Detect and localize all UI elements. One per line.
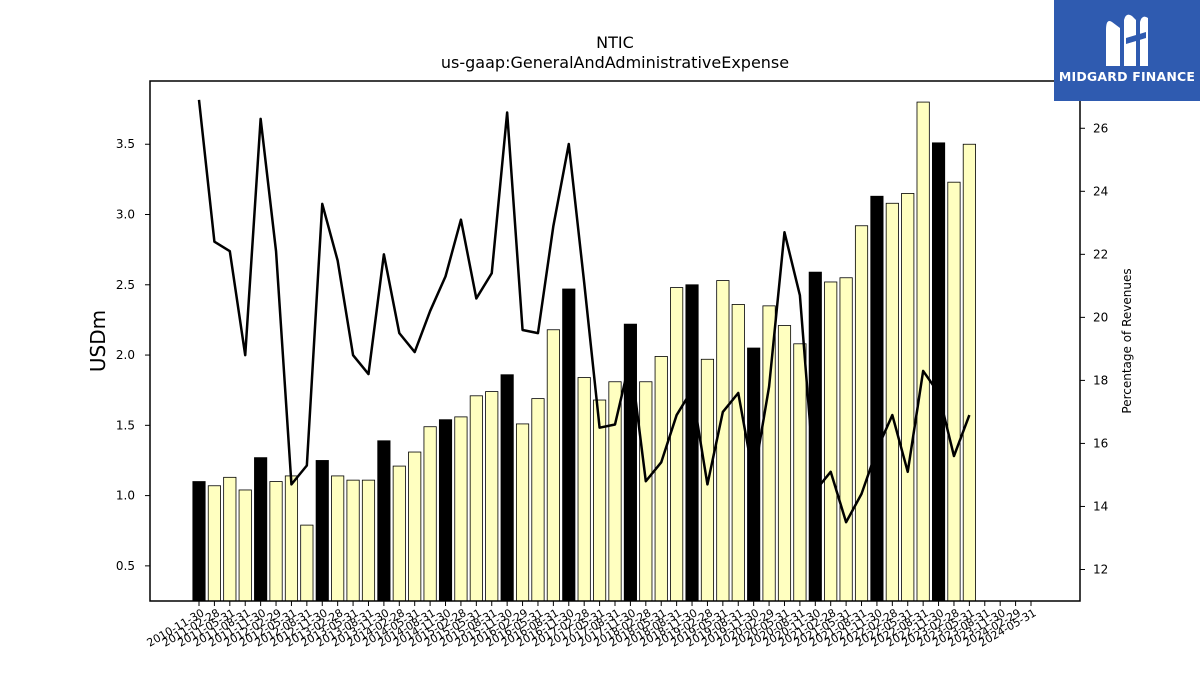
bar-series (192, 101, 976, 602)
x-axis: 2010-11-302011-02-282011-05-312011-08-31… (145, 601, 1039, 650)
bar (315, 460, 329, 602)
bar (454, 416, 468, 602)
bar (731, 304, 745, 602)
bar (423, 426, 437, 602)
bar (254, 457, 268, 602)
bar (716, 280, 730, 602)
bar (238, 489, 252, 602)
bar (392, 465, 406, 602)
bar (931, 142, 946, 602)
chart-title: NTIC (596, 33, 634, 52)
bar (331, 475, 345, 602)
bar (192, 481, 206, 602)
bar (777, 325, 792, 602)
bar (408, 451, 422, 602)
bar (562, 288, 576, 602)
bar (500, 374, 514, 602)
bar (300, 524, 314, 602)
y-tick-label-left: 1.0 (116, 489, 135, 503)
y-axis-left: 0.5 1.0 1.5 2.0 2.5 3.0 3.5 (116, 137, 150, 573)
percentage-line (197, 99, 971, 524)
y-tick-label-right: 12 (1093, 562, 1108, 576)
bar (793, 343, 807, 602)
bar (269, 481, 283, 602)
bar (377, 440, 391, 602)
bar (593, 399, 607, 602)
y-tick-label-left: 0.5 (116, 559, 135, 573)
midgard-logo-icon (1106, 14, 1148, 67)
y-tick-label-right: 24 (1093, 184, 1108, 198)
y-tick-label-left: 2.5 (116, 278, 135, 292)
chart-subtitle: us-gaap:GeneralAndAdministrativeExpense (441, 53, 789, 72)
bar (901, 193, 915, 602)
bar (577, 377, 591, 602)
bar (854, 225, 869, 602)
y-tick-label-left: 3.0 (116, 208, 135, 222)
bar (361, 479, 376, 602)
y-tick-label-right: 22 (1093, 247, 1108, 261)
bar (639, 381, 653, 602)
bar (685, 284, 699, 602)
bar (885, 202, 899, 602)
bar (824, 281, 838, 602)
bar (654, 356, 668, 602)
bar (346, 479, 360, 602)
y-axis-right: 12 14 16 18 20 22 24 26 (1080, 121, 1108, 576)
line-series (197, 99, 971, 524)
bar (870, 195, 884, 602)
y-tick-label-right: 14 (1093, 499, 1108, 513)
bar (839, 277, 853, 602)
y-tick-label-right: 20 (1093, 310, 1108, 324)
bar (962, 143, 976, 602)
midgard-finance-logo: MIDGARD FINANCE (1054, 0, 1200, 101)
y-tick-label-right: 18 (1093, 373, 1108, 387)
y-tick-label-right: 16 (1093, 436, 1108, 450)
y-tick-label-left: 3.5 (116, 137, 135, 151)
bar (284, 475, 299, 602)
y-axis-right-label: Percentage of Revenues (1120, 268, 1134, 413)
bar (223, 476, 237, 602)
logo-text: MIDGARD FINANCE (1058, 69, 1196, 84)
y-axis-left-label: USDm (86, 310, 110, 372)
y-tick-label-right: 26 (1093, 121, 1108, 135)
bar (947, 181, 961, 602)
bar (515, 423, 530, 602)
bar (916, 101, 930, 602)
bar (438, 419, 453, 602)
bar (546, 329, 560, 602)
bar (469, 395, 483, 602)
bar (531, 398, 545, 602)
y-tick-label-left: 1.5 (116, 418, 135, 432)
bar (608, 381, 622, 602)
bar (670, 287, 684, 602)
y-tick-label-left: 2.0 (116, 348, 135, 362)
bar (207, 485, 221, 602)
bar (485, 391, 499, 602)
